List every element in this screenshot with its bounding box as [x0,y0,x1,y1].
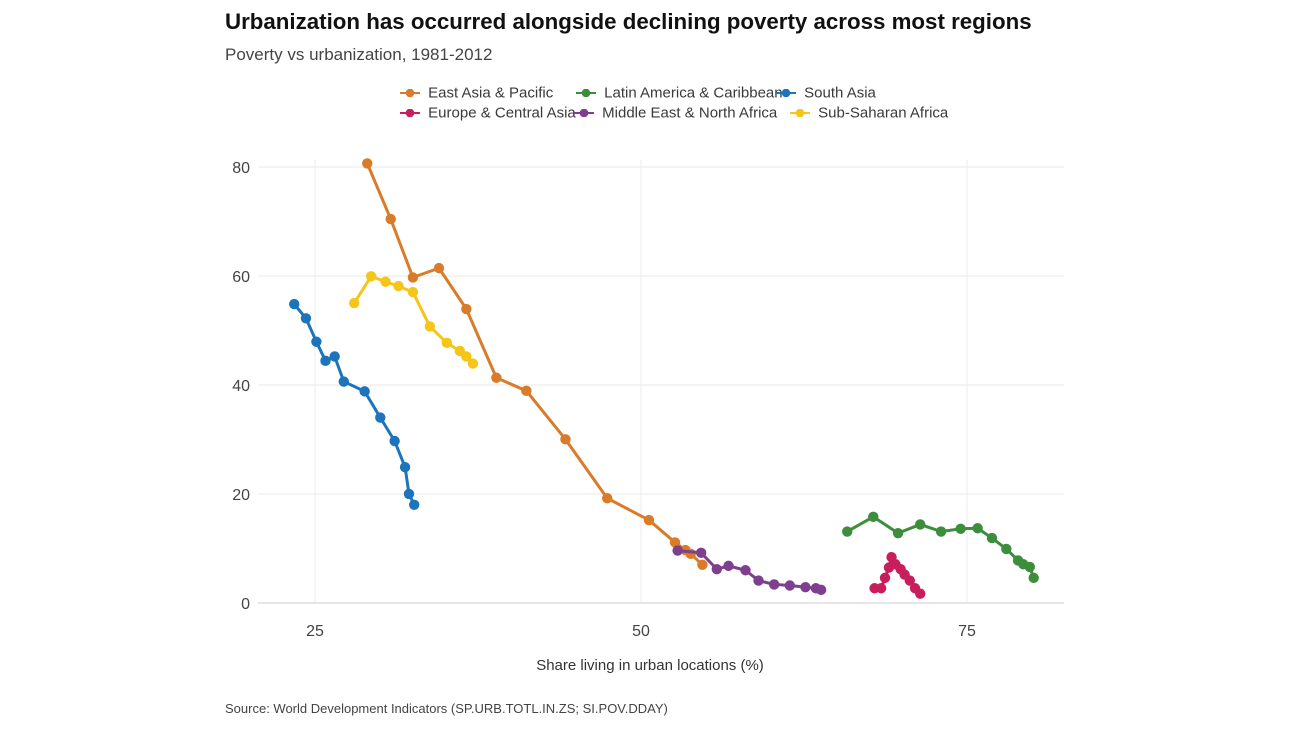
svg-text:60: 60 [232,269,250,286]
svg-text:80: 80 [232,160,250,177]
svg-text:75: 75 [958,623,976,640]
svg-text:20: 20 [232,487,250,504]
svg-text:50: 50 [632,623,650,640]
svg-text:40: 40 [232,378,250,395]
svg-text:0: 0 [241,596,250,613]
svg-text:25: 25 [306,623,324,640]
